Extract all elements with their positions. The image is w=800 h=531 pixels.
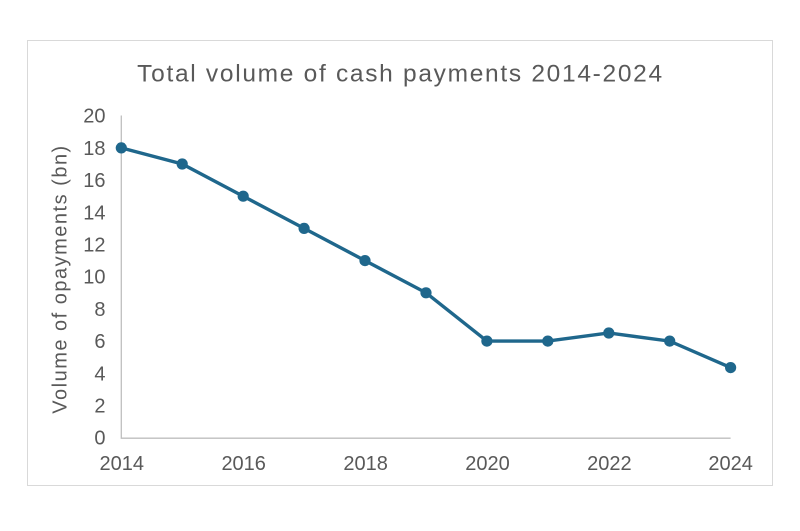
svg-text:0: 0 xyxy=(94,428,105,450)
svg-text:14: 14 xyxy=(83,202,105,224)
svg-text:2020: 2020 xyxy=(465,453,510,475)
svg-text:2018: 2018 xyxy=(343,453,388,475)
svg-text:18: 18 xyxy=(83,138,105,160)
svg-text:2: 2 xyxy=(94,396,105,418)
svg-text:16: 16 xyxy=(83,170,105,192)
svg-text:Total volume of cash payments: Total volume of cash payments 2014-2024 xyxy=(137,61,664,88)
svg-text:12: 12 xyxy=(83,235,105,257)
svg-text:Volume of opayments (bn): Volume of opayments (bn) xyxy=(50,144,72,413)
svg-text:2024: 2024 xyxy=(708,453,753,475)
svg-text:4: 4 xyxy=(94,363,105,385)
svg-text:2022: 2022 xyxy=(587,453,632,475)
svg-text:10: 10 xyxy=(83,267,105,289)
svg-text:2016: 2016 xyxy=(221,453,266,475)
svg-text:2014: 2014 xyxy=(100,453,145,475)
svg-text:6: 6 xyxy=(94,331,105,353)
svg-text:20: 20 xyxy=(83,106,105,128)
svg-text:8: 8 xyxy=(94,299,105,321)
